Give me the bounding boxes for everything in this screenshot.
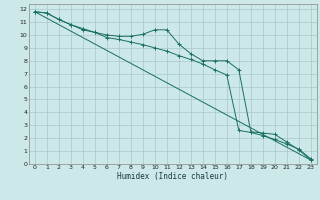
X-axis label: Humidex (Indice chaleur): Humidex (Indice chaleur) [117,172,228,181]
